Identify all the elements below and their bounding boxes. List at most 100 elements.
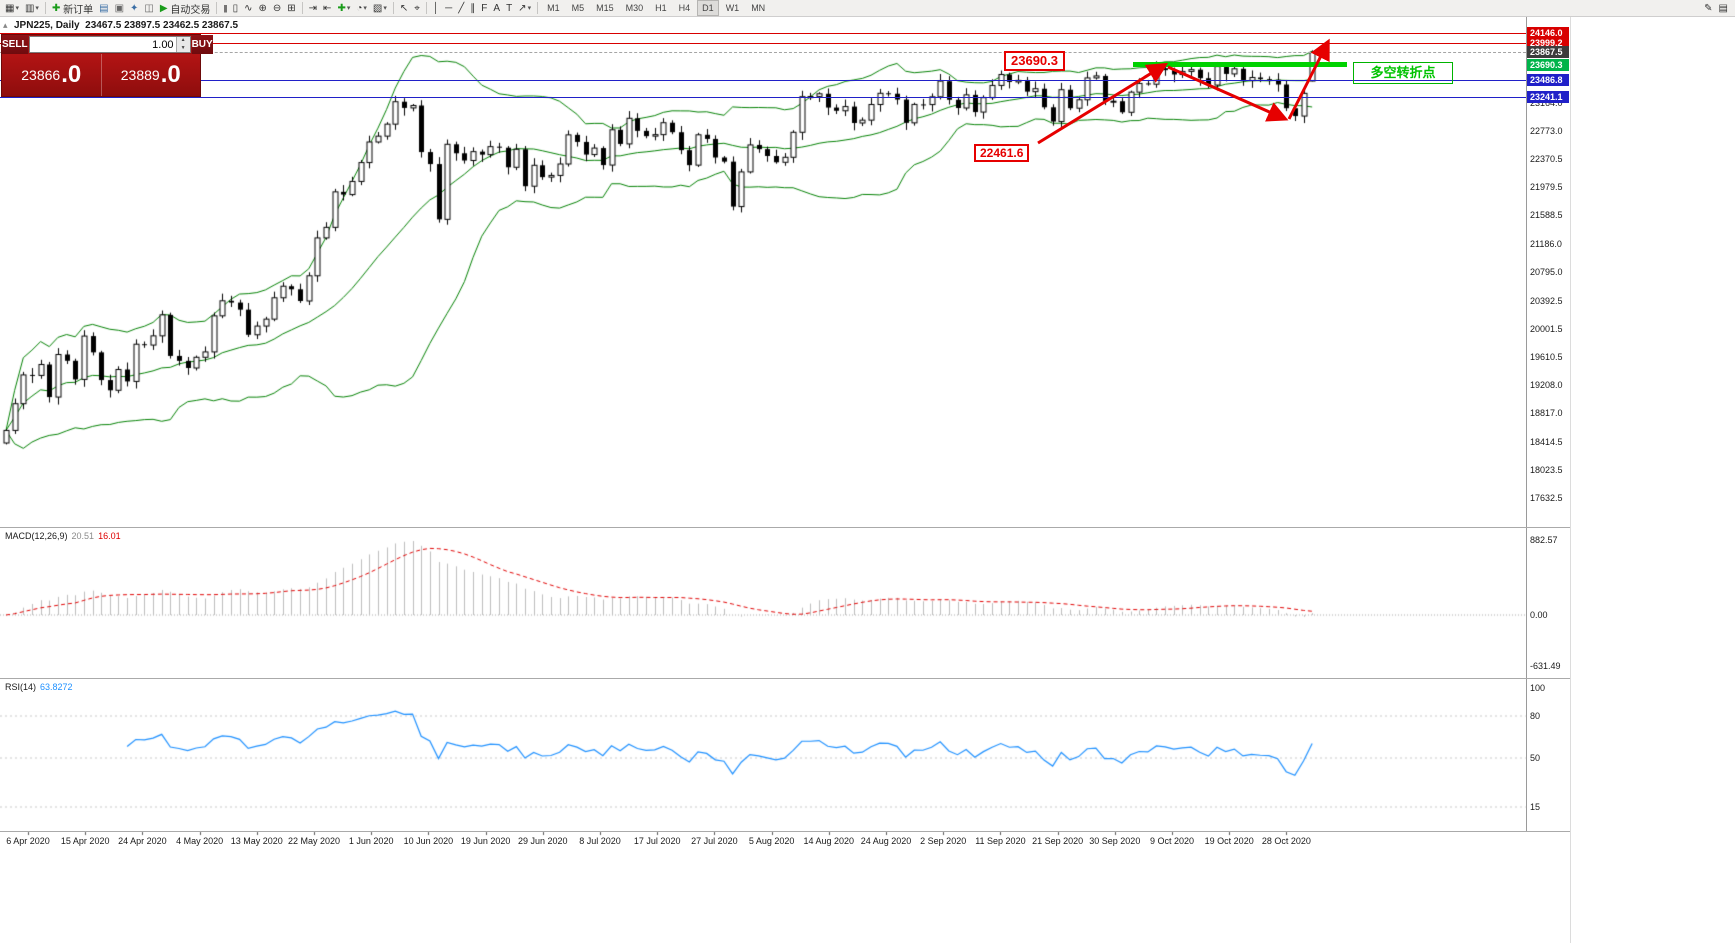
timeframe-W1[interactable]: W1 bbox=[725, 3, 740, 13]
auto-trading-label: 自动交易 bbox=[170, 4, 211, 16]
market-watch-button[interactable]: ▤ bbox=[96, 1, 111, 16]
bar-chart-button[interactable]: ||| bbox=[220, 1, 229, 16]
profiles-button[interactable]: ▥ ▾ bbox=[22, 1, 42, 16]
timeframe-M1[interactable]: M1 bbox=[547, 3, 560, 13]
rsi-value: 63.8272 bbox=[40, 682, 73, 692]
timeframe-M30[interactable]: M30 bbox=[625, 3, 644, 13]
crosshair-icon: ⌖ bbox=[414, 2, 420, 14]
new-chart-button[interactable]: ▦ ▾ bbox=[2, 1, 22, 16]
timeframe-M15[interactable]: M15 bbox=[596, 3, 614, 13]
chevron-down-icon: ▾ bbox=[383, 5, 387, 12]
clock-icon: ◔ bbox=[356, 2, 363, 14]
toolbar: ▦ ▾ ▥ ▾ ✚ 新订单 ▤ ▣ ✦ ◫ ▶ 自动交易 ||| ▯ ∿ ⊕ ⊖ ⊞… bbox=[0, 0, 1735, 17]
one-click-collapse-arrow[interactable]: ▴ bbox=[3, 20, 8, 30]
terminal-icon: ◫ bbox=[144, 2, 154, 14]
price-tick: 21186.0 bbox=[1530, 239, 1562, 249]
volume-input[interactable] bbox=[29, 37, 176, 52]
resistance-trendline[interactable] bbox=[1133, 62, 1347, 67]
buy-price-pips: .0 bbox=[160, 61, 181, 88]
zoom-out-button[interactable]: ⊖ bbox=[270, 1, 284, 16]
tile-windows-icon: ⊞ bbox=[287, 2, 296, 14]
text-label-button[interactable]: T bbox=[503, 1, 515, 16]
templates-icon: ▧ bbox=[372, 2, 383, 14]
rsi-label: RSI(14) 63.8272 bbox=[5, 682, 73, 692]
templates-button[interactable]: ▧ ▾ bbox=[370, 1, 390, 16]
horizontal-line[interactable] bbox=[0, 97, 1526, 98]
turning-point-note[interactable]: 多空转折点 bbox=[1353, 62, 1453, 84]
rsi-axis-80: 80 bbox=[1530, 711, 1541, 721]
text-button[interactable]: A bbox=[490, 1, 503, 16]
pane-separator-rsi[interactable] bbox=[0, 678, 1570, 679]
price-tick: 18023.5 bbox=[1530, 464, 1563, 475]
vertical-line-icon: │ bbox=[432, 2, 440, 14]
auto-trading-button[interactable]: ▶ 自动交易 bbox=[157, 1, 213, 16]
navigator-button[interactable]: ✦ bbox=[127, 1, 141, 16]
line-chart-button[interactable]: ∿ bbox=[241, 1, 255, 16]
rsi-axis-15: 15 bbox=[1530, 802, 1541, 812]
vertical-line-button[interactable]: │ bbox=[430, 1, 442, 16]
date-label: 4 May 2020 bbox=[176, 836, 224, 846]
buy-price[interactable]: 23889 .0 bbox=[100, 54, 201, 96]
zoom-in-icon: ⊕ bbox=[258, 2, 267, 14]
sell-button[interactable]: SELL bbox=[2, 35, 28, 54]
timeframe-H1[interactable]: H1 bbox=[655, 3, 667, 13]
arrows-button[interactable]: ↗ ▾ bbox=[515, 1, 534, 16]
horizontal-line[interactable] bbox=[0, 80, 1526, 81]
price-tick: 17632.5 bbox=[1530, 492, 1563, 503]
indicators-icon: ✚ bbox=[337, 2, 346, 14]
pane-separator-macd[interactable] bbox=[0, 527, 1570, 528]
timeframe-H4[interactable]: H4 bbox=[678, 3, 691, 13]
tile-windows-button[interactable]: ⊞ bbox=[284, 1, 298, 16]
trendline-button[interactable]: ╱ bbox=[455, 1, 467, 16]
toolbar-separator bbox=[216, 2, 218, 14]
price-tick: 22773.0 bbox=[1530, 125, 1563, 136]
sell-price[interactable]: 23866 .0 bbox=[2, 54, 101, 96]
resistance-price-annotation[interactable]: 23690.3 bbox=[1004, 51, 1065, 71]
data-window-button[interactable]: ▣ bbox=[112, 1, 127, 16]
horizontal-line-button[interactable]: ─ bbox=[442, 1, 455, 16]
date-label: 30 Sep 2020 bbox=[1089, 836, 1141, 846]
swing-low-annotation[interactable]: 22461.6 bbox=[974, 144, 1030, 162]
time-axis[interactable]: 6 Apr 2020 15 Apr 2020 24 Apr 2020 4 May 20… bbox=[0, 832, 1570, 850]
new-order-icon: ✚ bbox=[51, 2, 61, 14]
cursor-button[interactable]: ↖ bbox=[397, 1, 411, 16]
text-icon: A bbox=[493, 2, 501, 14]
fibonacci-icon: F bbox=[481, 2, 488, 14]
page-button[interactable]: ▤ bbox=[1716, 1, 1731, 16]
chevron-down-icon: ▾ bbox=[346, 5, 351, 12]
zoom-in-button[interactable]: ⊕ bbox=[255, 1, 269, 16]
horizontal-line-icon: ─ bbox=[445, 2, 453, 14]
auto-scroll-button[interactable]: ⇥ bbox=[306, 1, 320, 16]
indicators-button[interactable]: ✚ ▾ bbox=[334, 1, 353, 16]
buy-button[interactable]: BUY bbox=[191, 35, 213, 54]
spin-down-icon[interactable]: ▼ bbox=[176, 44, 190, 52]
periods-button[interactable]: ◔ ▾ bbox=[353, 1, 370, 16]
pencil-icon: ✎ bbox=[1704, 2, 1713, 14]
price-axis[interactable] bbox=[1526, 17, 1570, 832]
fibonacci-button[interactable]: F bbox=[478, 1, 490, 16]
date-label: 28 Oct 2020 bbox=[1261, 836, 1311, 846]
toolbar-separator bbox=[392, 2, 394, 14]
toolbar-separator bbox=[301, 2, 303, 14]
timeframe-MN[interactable]: MN bbox=[751, 3, 766, 13]
chart-shift-button[interactable]: ⇤ bbox=[320, 1, 334, 16]
date-label: 29 Jun 2020 bbox=[518, 836, 568, 846]
candlestick-button[interactable]: ▯ bbox=[230, 1, 242, 16]
horizontal-line[interactable] bbox=[0, 33, 1526, 34]
timeframe-D1[interactable]: D1 bbox=[697, 0, 719, 16]
spin-up-icon[interactable]: ▲ bbox=[176, 37, 190, 45]
terminal-button[interactable]: ◫ bbox=[141, 1, 156, 16]
date-label: 11 Sep 2020 bbox=[975, 836, 1026, 846]
channel-button[interactable]: ∥ bbox=[467, 1, 478, 16]
horizontal-line[interactable] bbox=[0, 43, 1526, 44]
price-tick: 19208.0 bbox=[1530, 380, 1563, 391]
pane-separator-time-axis[interactable] bbox=[0, 831, 1570, 832]
edit-button[interactable]: ✎ bbox=[1701, 1, 1715, 16]
crosshair-button[interactable]: ⌖ bbox=[411, 1, 423, 16]
price-tick: 20392.5 bbox=[1530, 295, 1563, 306]
text-label-icon: T bbox=[506, 2, 513, 14]
chevron-down-icon: ▾ bbox=[15, 5, 19, 12]
new-order-button[interactable]: ✚ 新订单 bbox=[49, 1, 96, 16]
timeframe-M5[interactable]: M5 bbox=[571, 3, 585, 13]
